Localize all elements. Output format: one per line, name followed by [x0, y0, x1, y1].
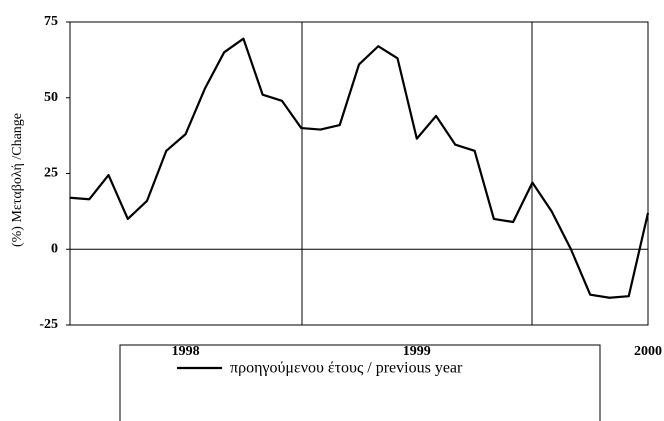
x-tick-label: 1999	[403, 344, 431, 359]
y-tick-label: 50	[44, 90, 58, 105]
y-tick-label: -25	[39, 317, 58, 332]
x-tick-label: 1998	[172, 344, 200, 359]
y-tick-label: 75	[44, 14, 58, 29]
y-axis-label: (%) Μεταβολή /Change	[10, 113, 25, 247]
legend-box	[119, 344, 601, 421]
line	[69, 37, 650, 299]
y-tick-label: 25	[44, 166, 58, 181]
legend-label: προηγούμενου έτους / previous year	[230, 360, 463, 377]
y-tick-label: 0	[51, 241, 58, 256]
x-tick-label: 2000	[634, 344, 662, 359]
